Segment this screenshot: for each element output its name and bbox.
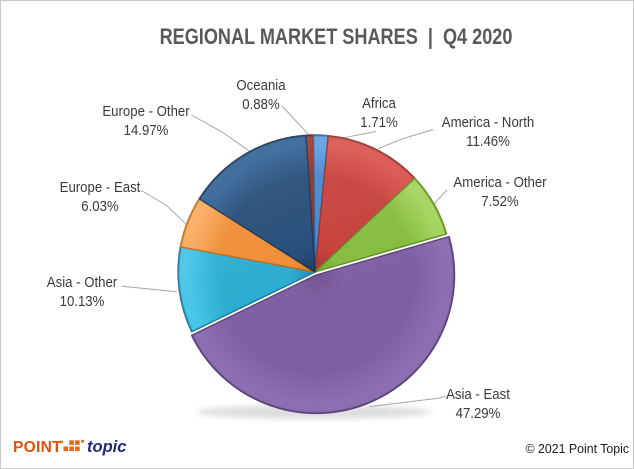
svg-text:POINT: POINT (13, 439, 62, 456)
svg-text:topic: topic (87, 438, 126, 456)
